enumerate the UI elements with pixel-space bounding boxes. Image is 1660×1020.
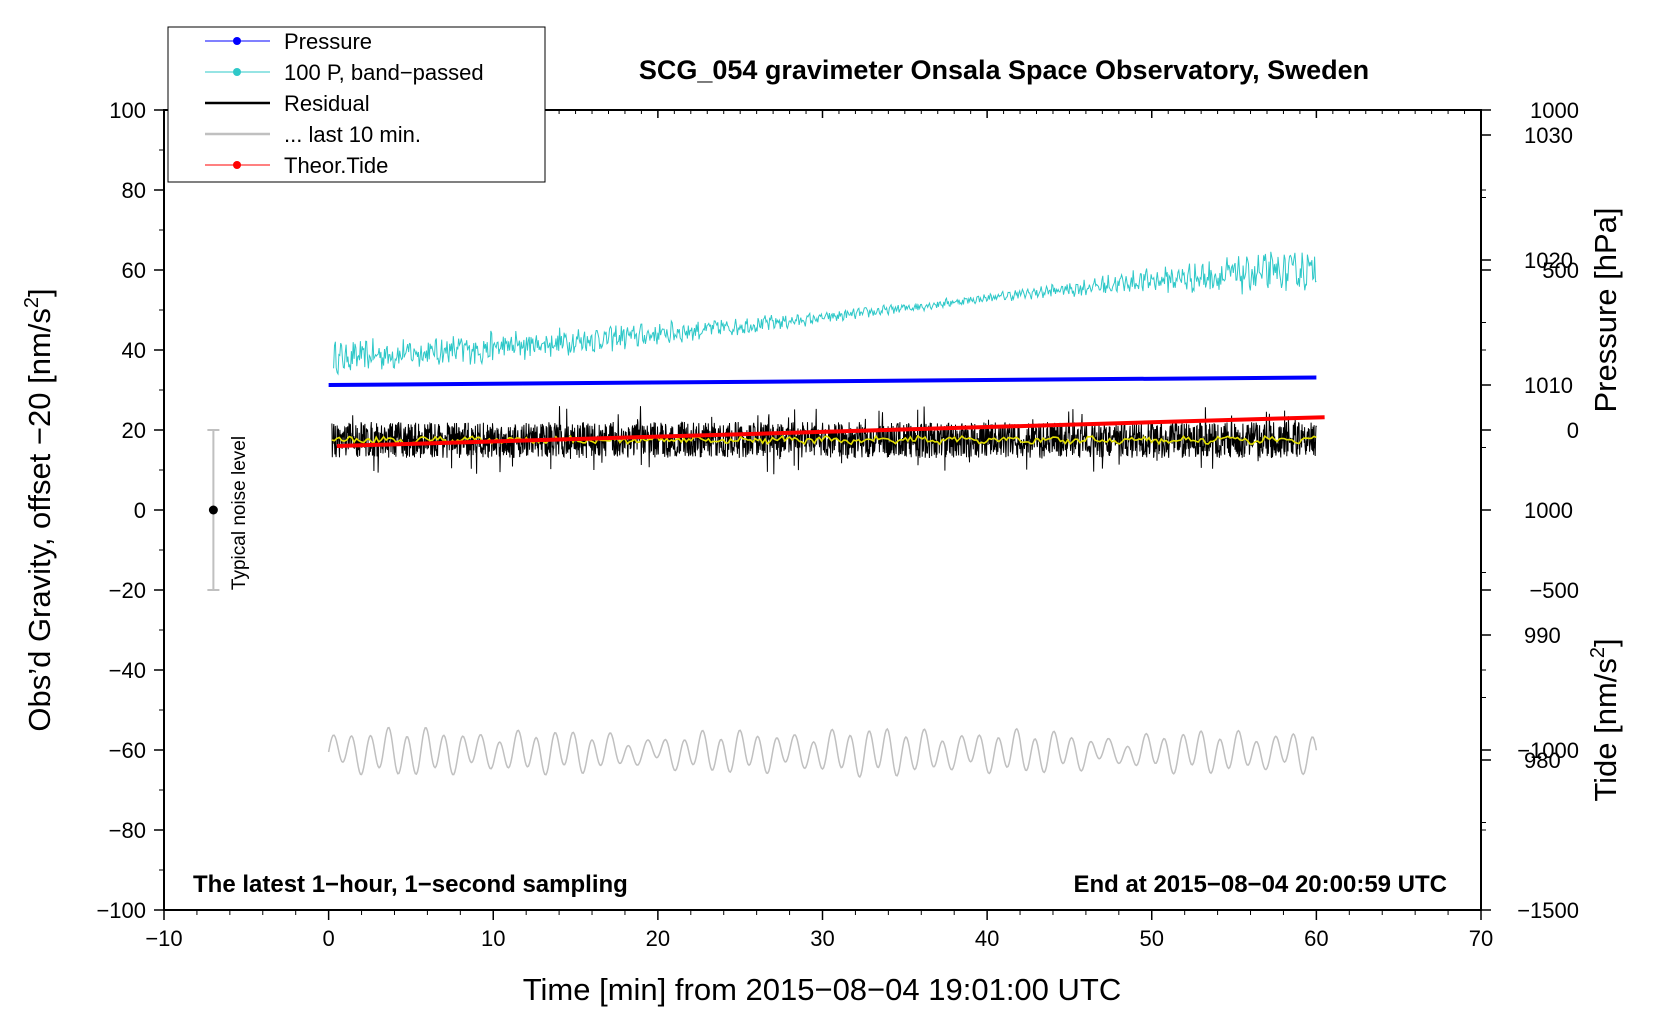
y-tick-label: −40 <box>109 658 146 683</box>
x-tick-label: 0 <box>323 926 335 951</box>
y-tick-label: 20 <box>122 418 146 443</box>
y-tick-label: 80 <box>122 178 146 203</box>
x-tick-label: 30 <box>810 926 834 951</box>
last-10-min-line <box>327 726 1318 779</box>
tide-tick-label: −1000 <box>1517 738 1579 763</box>
y-tick-label: 0 <box>134 498 146 523</box>
y-tick-label: −80 <box>109 818 146 843</box>
x-axis-title: Time [min] from 2015−08−04 19:01:00 UTC <box>523 972 1122 1007</box>
legend-label: Residual <box>284 91 370 116</box>
legend-items: Pressure 100 P, band−passed Residual ... la… <box>205 29 484 178</box>
x-tick-label: 70 <box>1469 926 1493 951</box>
pressure-tick-label: 980 <box>1524 748 1561 773</box>
y-axis: −100 −80 −60 −40 −20 0 20 40 60 80 100 <box>96 98 164 923</box>
tide-tick-label: 0 <box>1567 418 1579 443</box>
pressure-axis-title: Pressure [hPa] <box>1588 207 1623 412</box>
pressure-tick-label: 1020 <box>1524 248 1573 273</box>
pressure-tick-label: 990 <box>1524 623 1561 648</box>
noise-bar-label: Typical noise level <box>229 436 250 590</box>
legend: Pressure 100 P, band−passed Residual ... la… <box>167 26 546 183</box>
legend-swatch-dot <box>233 161 241 169</box>
tide-tick-label: −500 <box>1529 578 1579 603</box>
x-tick-label: 60 <box>1304 926 1328 951</box>
legend-swatch-dot <box>233 68 241 76</box>
x-tick-label: 50 <box>1140 926 1164 951</box>
pressure-axis: 980 990 1000 1010 1020 1030 <box>1481 123 1573 823</box>
legend-label: Pressure <box>284 29 372 54</box>
y-tick-label: −100 <box>96 898 146 923</box>
theor-tide-line <box>336 415 1325 448</box>
y-tick-label: 100 <box>109 98 146 123</box>
tide-axis: −1500 −1000 −500 0 500 1000 <box>1481 98 1579 923</box>
x-tick-label: −10 <box>145 926 182 951</box>
y-tick-label: 60 <box>122 258 146 283</box>
legend-box <box>167 26 546 183</box>
y-tick-label: −60 <box>109 738 146 763</box>
legend-label: Theor.Tide <box>284 153 388 178</box>
legend-swatch-dot <box>233 37 241 45</box>
x-tick-label: 20 <box>646 926 670 951</box>
bandpassed-pressure-line <box>333 251 1317 376</box>
pressure-tick-label: 1010 <box>1524 373 1573 398</box>
y-tick-label: 40 <box>122 338 146 363</box>
series-layer <box>327 251 1325 779</box>
noise-bar <box>207 429 220 591</box>
chart-title: SCG_054 gravimeter Onsala Space Observat… <box>639 55 1369 85</box>
y-tick-label: −20 <box>109 578 146 603</box>
tide-tick-label: 1000 <box>1530 98 1579 123</box>
residual-smoothed-line <box>331 434 1317 446</box>
pressure-tick-label: 1030 <box>1524 123 1573 148</box>
sampling-note: The latest 1−hour, 1−second sampling <box>193 871 628 898</box>
x-tick-label: 40 <box>975 926 999 951</box>
y-axis-title: Obs’d Gravity, offset −20 [nm/s2] <box>21 288 57 731</box>
legend-label: ... last 10 min. <box>284 122 421 147</box>
end-time-note: End at 2015−08−04 20:00:59 UTC <box>1073 871 1447 898</box>
tide-tick-label: 500 <box>1542 258 1579 283</box>
x-tick-label: 10 <box>481 926 505 951</box>
pressure-tick-label: 1000 <box>1524 498 1573 523</box>
legend-label: 100 P, band−passed <box>284 60 484 85</box>
tide-axis-title: Tide [nm/s2] <box>1587 638 1623 801</box>
tide-tick-label: −1500 <box>1517 898 1579 923</box>
x-axis: −10 0 10 20 30 40 50 60 70 <box>145 110 1493 951</box>
noise-bar-center-dot <box>208 505 218 515</box>
pressure-line <box>328 375 1317 387</box>
